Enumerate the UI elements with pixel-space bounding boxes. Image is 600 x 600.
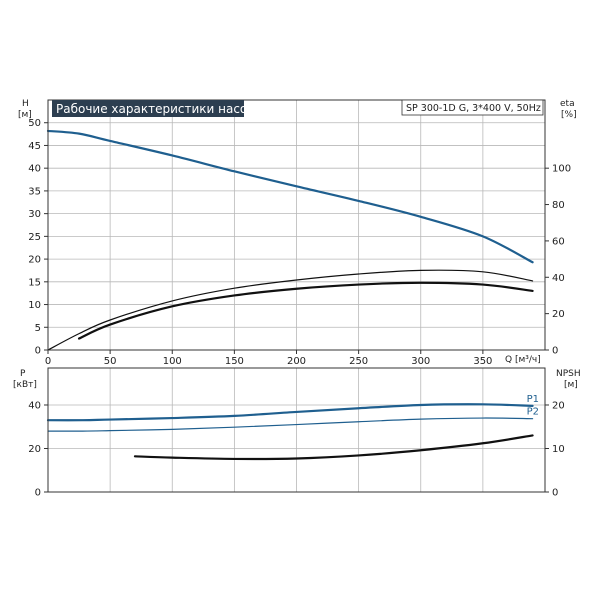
left-axis-tick-label: 30 <box>28 209 41 220</box>
power-npsh-panel: P1 P2 0 20 40 0 10 20 P [кВт] NPSH [м] <box>13 367 581 499</box>
right-axis-tick-label: 0 <box>552 346 558 357</box>
series-line-1-0 <box>46 403 534 422</box>
series-line-0-1 <box>47 269 534 351</box>
right-axis-tick-label: 100 <box>552 164 571 175</box>
left-axis-tick-label: 0 <box>35 346 41 357</box>
p-axis-label: P <box>20 369 26 379</box>
right-axis-tick-label: 60 <box>552 236 565 247</box>
left-axis-tick-label: 0 <box>35 488 41 499</box>
right-axis-tick-label: 40 <box>552 273 565 284</box>
series-line-0-0 <box>46 129 534 264</box>
x-axis-tick-label: 50 <box>104 356 117 367</box>
x-axis-tick-label: 350 <box>473 356 492 367</box>
eta-axis-unit: [%] <box>561 110 577 120</box>
left-axis-tick-label: 20 <box>28 444 41 455</box>
h-axis-label: H <box>22 99 29 109</box>
left-axis-tick-label: 50 <box>28 118 41 129</box>
q-axis-label: Q [м³/ч] <box>505 355 541 365</box>
x-axis-tick-label: 300 <box>411 356 430 367</box>
left-axis-tick-label: 45 <box>28 141 41 152</box>
right-axis-tick-label: 10 <box>552 444 565 455</box>
series-line-1-1 <box>47 417 534 432</box>
right-axis-tick-label: 0 <box>552 488 558 499</box>
left-axis-tick-label: 40 <box>28 400 41 411</box>
series-label-p2: P2 <box>527 407 539 418</box>
eta-axis-label: eta <box>560 99 575 109</box>
x-axis-tick-label: 250 <box>349 356 368 367</box>
right-axis-tick-label: 80 <box>552 200 565 211</box>
left-axis-tick-label: 10 <box>28 300 41 311</box>
left-axis-tick-label: 5 <box>35 323 41 334</box>
npsh-axis-unit: [м] <box>564 380 578 390</box>
left-axis-tick-label: 20 <box>28 255 41 266</box>
chart-title: Рабочие характеристики насоса <box>56 102 261 116</box>
series-line-1-2 <box>133 434 534 461</box>
model-box <box>401 99 544 116</box>
series-label-p1: P1 <box>527 394 539 405</box>
title-box <box>52 100 244 117</box>
x-axis-tick-label: 100 <box>163 356 182 367</box>
pump-performance-panel: 0 5 10 15 20 25 30 35 40 45 50 0 20 40 60 80 100 0 50 100 15… <box>18 99 577 367</box>
chart-subtitle: SP 300-1D G, 3*400 V, 50Hz <box>406 103 541 114</box>
h-axis-unit: [м] <box>18 110 32 120</box>
p-axis-unit: [кВт] <box>13 380 37 390</box>
panel2-frame <box>47 367 546 493</box>
left-axis-tick-label: 25 <box>28 232 41 243</box>
right-axis-tick-label: 20 <box>552 400 565 411</box>
left-axis-tick-label: 35 <box>28 186 41 197</box>
x-axis-tick-label: 150 <box>225 356 244 367</box>
left-axis-tick-label: 40 <box>28 164 41 175</box>
x-axis-tick-label: 200 <box>287 356 306 367</box>
series-line-0-2 <box>77 281 534 340</box>
right-axis-tick-label: 20 <box>552 309 565 320</box>
npsh-axis-label: NPSH <box>556 369 581 379</box>
left-axis-tick-label: 15 <box>28 277 41 288</box>
x-axis-tick-label: 0 <box>45 356 51 367</box>
